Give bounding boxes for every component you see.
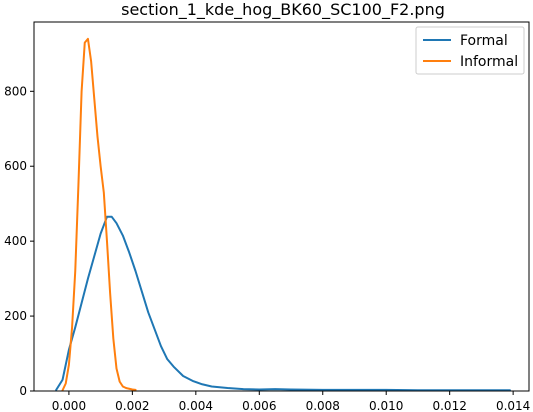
y-tick-label: 400 [4,234,27,248]
x-tick-label: 0.010 [369,399,403,412]
plot-frame [33,21,530,392]
chart-title: section_1_kde_hog_BK60_SC100_F2.png [121,0,445,20]
x-tick-label: 0.012 [432,399,466,412]
y-tick-label: 800 [4,84,27,98]
legend-box [415,26,525,75]
x-tick-label: 0.004 [179,399,213,412]
y-tick-label: 200 [4,309,27,323]
y-tick-label: 600 [4,159,27,173]
x-tick-label: 0.008 [306,399,340,412]
x-tick-label: 0.002 [115,399,149,412]
x-tick-label: 0.000 [52,399,86,412]
y-tick-label: 0 [19,384,27,398]
legend-label-formal: Formal [460,33,508,49]
x-tick-label: 0.006 [242,399,276,412]
x-tick-label: 0.014 [496,399,530,412]
axes-layer: 0.000 0.002 0.004 0.006 0.008 0.010 0.012 0.014… [4,21,530,412]
series-line-informal [61,37,137,391]
series-layer [55,37,511,391]
legend-label-informal: Informal [460,54,518,70]
series-line-formal [55,215,511,391]
legend: Formal Informal [415,26,525,75]
